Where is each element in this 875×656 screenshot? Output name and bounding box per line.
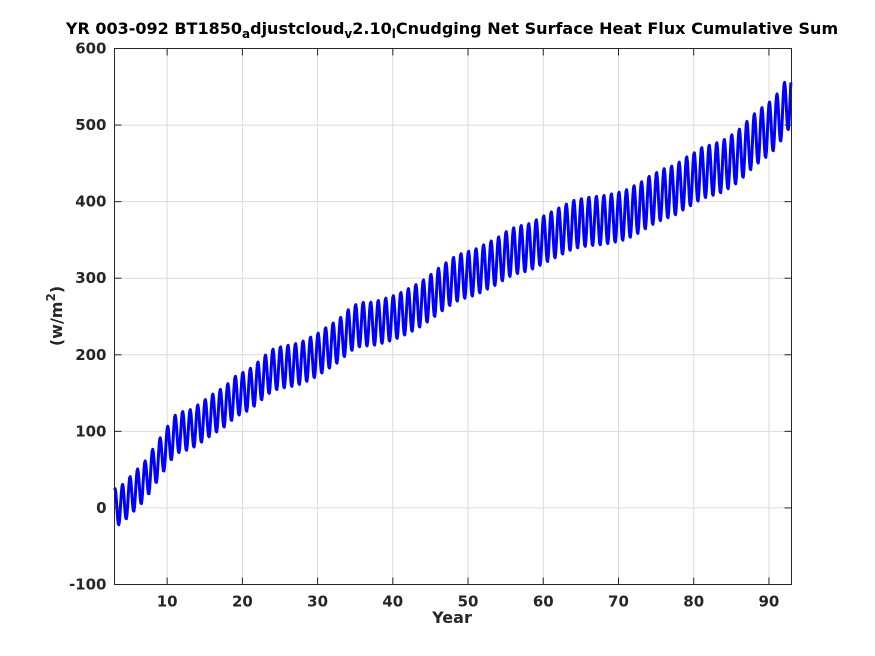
x-tick-label: 20: [232, 593, 253, 611]
plot-frame: [114, 48, 792, 585]
y-axis-label-base: (w/m: [47, 302, 66, 347]
y-tick-label: 300: [75, 269, 106, 287]
axes: 10 20 30 40 50 60 70 80 90 -100 0 100 200 300 400 500 60…: [69, 40, 792, 611]
chart-title-segment-3: v: [344, 27, 352, 41]
x-tick-label: 40: [382, 593, 403, 611]
grid: [114, 48, 792, 585]
x-tick-label: 60: [533, 593, 554, 611]
chart-title: YR 003-092 BT1850adjustcloudv2.10lCnudgi…: [65, 19, 838, 41]
y-tick-label: 400: [75, 193, 106, 211]
x-tick-label: 90: [758, 593, 779, 611]
y-axis-label-close: ): [47, 286, 66, 293]
x-tick-label: 80: [683, 593, 704, 611]
chart-title-segment-0: YR 003-092 BT1850: [65, 19, 242, 38]
y-tick-label: 600: [75, 40, 106, 58]
chart-title-segment-2: djustcloud: [250, 19, 344, 38]
chart-title-segment-4: 2.10: [352, 19, 391, 38]
y-tick-label: 0: [96, 499, 106, 517]
y-axis-label-superscript: 2: [44, 293, 58, 301]
chart-title-segment-5: l: [392, 27, 396, 41]
y-axis-label: (w/m2): [44, 286, 66, 346]
x-tick-label: 10: [157, 593, 178, 611]
y-tick-label: 100: [75, 422, 106, 440]
x-tick-label: 70: [608, 593, 629, 611]
y-tick-label: 500: [75, 116, 106, 134]
chart-title-segment-1: a: [242, 27, 250, 41]
y-tick-label: 200: [75, 346, 106, 364]
series-layer: [113, 80, 793, 527]
x-tick-label: 50: [458, 593, 479, 611]
x-tick-label: 30: [307, 593, 328, 611]
y-tick-label: -100: [69, 576, 107, 594]
chart-title-segment-6: Cnudging Net Surface Heat Flux Cumulativ…: [396, 19, 838, 38]
series-line-0: [113, 80, 793, 527]
x-axis-label: Year: [431, 608, 472, 627]
